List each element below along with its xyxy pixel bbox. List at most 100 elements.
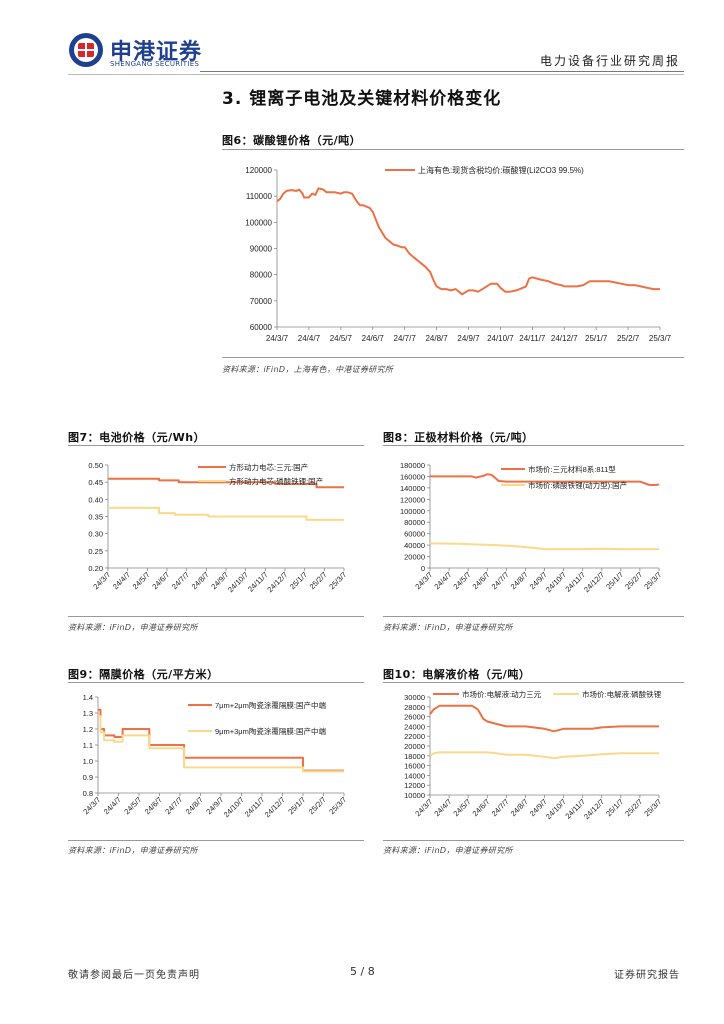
fig6-y-tick-label: 60000 [250, 323, 273, 332]
fig6-chart: 60000 70000 80000 90000 100000 110000 120000 24… [245, 165, 672, 343]
fig6-rule-bottom [222, 357, 684, 358]
fig8-y-tick-label: 40000 [404, 541, 425, 550]
fig10-x-tick-label: 24/12/7 [582, 797, 606, 821]
fig10-series-1-line [429, 704, 659, 733]
fig7-y-tick-label: 0.30 [88, 530, 103, 539]
fig9-series-1-line [98, 708, 344, 772]
fig7-legend-label-2: 方形动力电芯:磷酸铁锂:国产 [229, 476, 323, 486]
fig10-y-tick-label: 20000 [404, 742, 425, 751]
fig9-x-tick-label: 24/6/7 [143, 795, 164, 816]
fig6-rule [222, 149, 684, 150]
fig9-y-tick-label: 1.3 [83, 709, 93, 718]
fig6-x-tick-label: 24/7/7 [394, 334, 417, 343]
fig10-x-tick-label: 24/7/7 [490, 797, 511, 818]
company-name-cn: 申港证券 [110, 40, 203, 65]
fig8-rule [383, 445, 684, 446]
fig10-y-tick-label: 30000 [404, 693, 425, 702]
page-number: 5 / 8 [350, 965, 375, 978]
fig6-x-tick-label: 24/4/7 [298, 334, 321, 343]
fig10-y-tick-label: 16000 [404, 762, 425, 771]
fig10-legend-label-2: 市场价:电解液:磷酸铁锂 [582, 689, 662, 699]
header-divider-thin [68, 74, 684, 75]
fig10-y-tick-label: 10000 [404, 791, 425, 800]
fig7-chart: 0.20 0.25 0.30 0.35 0.40 0.45 0.50 24/3/724/4/7… [88, 461, 348, 594]
fig10-y-tick-label: 26000 [404, 713, 425, 722]
fig10-x-tick-label: 24/10/7 [544, 797, 568, 821]
fig9-y-tick-label: 1.1 [83, 741, 93, 750]
fig8-title: 图8：正极材料价格（元/吨） [383, 431, 534, 444]
fig6-x-tick-label: 24/5/7 [330, 334, 353, 343]
fig8-y-tick-label: 120000 [400, 495, 425, 504]
fig9-source: 资料来源：iFinD，申港证券研究所 [68, 846, 198, 855]
fig8-x-tick-label: 24/8/7 [509, 570, 530, 591]
fig10-x-tick-label: 24/6/7 [471, 797, 492, 818]
fig6-y-tick-label: 70000 [250, 297, 273, 306]
fig7-x-tick-label: 25/1/7 [288, 570, 309, 591]
fig7-y-tick-label: 0.50 [88, 461, 103, 470]
fig6-series-1-line [276, 187, 660, 296]
fig9-x-tick-label: 25/2/7 [307, 795, 328, 816]
fig9-chart: 0.80.91.01.11.21.31.424/3/7 24/4/7 24/5/7 2… [81, 693, 348, 819]
fig8-x-tick-label: 24/10/7 [544, 570, 568, 594]
fig6-y-tick-label: 90000 [250, 245, 273, 254]
fig8-rule-bottom [383, 616, 684, 617]
company-name-en: SHENGANG SECURITIES [110, 60, 200, 68]
fig9-x-tick-label: 24/11/7 [243, 795, 267, 819]
fig7-y-tick-label: 0.40 [88, 495, 103, 504]
section-title: 3. 锂离子电池及关键材料价格变化 [222, 89, 502, 109]
fig10-y-tick-label: 22000 [404, 732, 425, 741]
fig10-x-tick-label: 25/2/7 [623, 797, 644, 818]
footer-report-label: 证券研究报告 [614, 970, 680, 981]
fig6-x-tick-label: 24/10/7 [487, 334, 514, 343]
fig7-x-tick-label: 25/2/7 [308, 570, 329, 591]
fig10-x-tick-label: 24/3/7 [413, 797, 434, 818]
fig8-x-tick-label: 24/6/7 [471, 570, 492, 591]
fig8-x-tick-label: 25/3/7 [642, 570, 663, 591]
fig9-y-tick-label: 1.2 [83, 725, 93, 734]
fig6-y-tick-label: 80000 [250, 271, 273, 280]
fig7-y-tick-label: 0.20 [88, 564, 103, 573]
fig7-x-tick-label: 24/10/7 [226, 570, 250, 594]
fig10-rule [383, 682, 684, 683]
fig8-series-1-line [430, 473, 660, 486]
fig6-x-tick-label: 24/9/7 [457, 334, 480, 343]
fig9-x-tick-label: 24/5/7 [122, 795, 143, 816]
fig8-x-tick-label: 25/1/7 [604, 570, 625, 591]
fig9-series-2-line [98, 715, 344, 773]
fig8-x-tick-label: 24/12/7 [582, 570, 606, 594]
fig10-y-tick-label: 12000 [404, 781, 425, 790]
fig10-rule-bottom [383, 840, 684, 841]
fig8-legend-label-1: 市场价:三元材料8系:811型 [528, 464, 616, 474]
fig6-x-tick-label: 25/3/7 [649, 334, 672, 343]
fig8-y-tick-label: 20000 [404, 553, 425, 562]
fig8-x-tick-label: 24/4/7 [432, 570, 453, 591]
fig8-y-tick-label: 0 [421, 564, 425, 573]
fig10-y-tick-label: 24000 [404, 722, 425, 731]
fig6-x-tick-label: 25/1/7 [585, 334, 608, 343]
fig9-x-tick-label: 24/12/7 [263, 795, 287, 819]
fig9-legend-label-1: 7μm+2μm陶瓷涂覆隔膜:国产中端 [215, 700, 326, 710]
fig6-x-tick-label: 24/12/7 [551, 334, 578, 343]
fig8-x-tick-label: 24/5/7 [451, 570, 472, 591]
fig6-x-tick-label: 24/3/7 [266, 334, 289, 343]
fig9-y-tick-label: 0.9 [83, 773, 93, 782]
fig7-x-tick-label: 25/3/7 [327, 570, 348, 591]
fig10-x-tick-label: 24/8/7 [509, 797, 530, 818]
fig7-x-tick-label: 24/4/7 [111, 570, 132, 591]
fig7-x-tick-label: 24/12/7 [265, 570, 289, 594]
fig10-series-2-line [429, 751, 659, 760]
fig6-x-tick-label: 24/6/7 [362, 334, 385, 343]
fig9-x-tick-label: 24/8/7 [184, 795, 205, 816]
fig10-x-tick-label: 25/1/7 [604, 797, 625, 818]
fig8-y-tick-label: 100000 [400, 507, 425, 516]
fig7-y-tick-label: 0.25 [88, 547, 103, 556]
fig7-title: 图7：电池价格（元/Wh） [68, 431, 206, 444]
fig10-y-tick-label: 28000 [404, 703, 425, 712]
fig7-rule-bottom [68, 616, 364, 617]
fig10-source: 资料来源：iFinD，申港证券研究所 [383, 846, 513, 855]
fig9-legend-label-2: 9μm+3μm陶瓷涂覆隔膜:国产中端 [215, 726, 326, 736]
fig7-rule [68, 445, 364, 446]
fig10-x-tick-label: 24/4/7 [432, 797, 453, 818]
fig9-x-tick-label: 24/7/7 [163, 795, 184, 816]
fig8-y-tick-label: 140000 [400, 484, 425, 493]
